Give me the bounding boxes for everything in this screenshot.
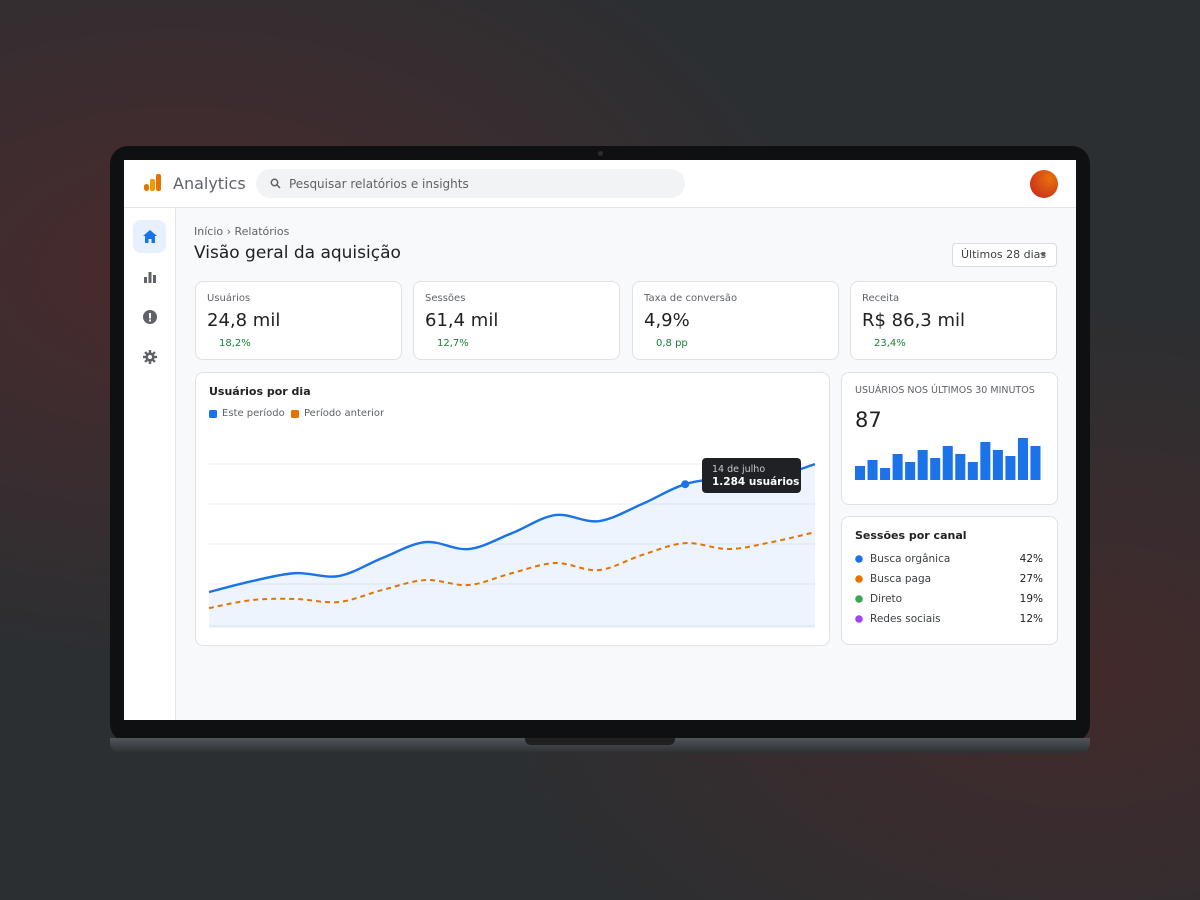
kpi-change: 0,8 pp bbox=[656, 338, 688, 349]
kpi-change: 23,4% bbox=[874, 338, 906, 349]
nav-alerts[interactable] bbox=[143, 310, 157, 324]
kpi-change: 12,7% bbox=[437, 338, 469, 349]
bar bbox=[905, 462, 916, 480]
dropdown-arrow bbox=[1040, 253, 1046, 257]
channel-share: 19% bbox=[1019, 593, 1043, 605]
bar bbox=[967, 462, 978, 480]
kpi-value: R$ 86,3 mil bbox=[862, 310, 966, 331]
nav-reports[interactable] bbox=[144, 271, 156, 283]
kpi-value: 61,4 mil bbox=[425, 310, 499, 331]
nav-settings[interactable] bbox=[143, 350, 157, 364]
kpi-card bbox=[632, 281, 839, 360]
bar bbox=[917, 450, 928, 480]
channel-name: Direto bbox=[870, 593, 903, 605]
channel-share: 42% bbox=[1019, 553, 1043, 565]
channel-share: 12% bbox=[1019, 613, 1043, 625]
channel-dot bbox=[855, 595, 863, 603]
channel-name: Redes sociais bbox=[870, 613, 941, 625]
channels-title: Sessões por canal bbox=[855, 529, 967, 542]
legend-label: Este período bbox=[222, 408, 285, 419]
tooltip-date: 14 de julho bbox=[712, 464, 765, 475]
bar bbox=[880, 468, 891, 480]
kpi-label: Usuários bbox=[207, 293, 251, 304]
tooltip-point bbox=[681, 480, 690, 489]
bar bbox=[892, 454, 903, 480]
bar bbox=[855, 466, 866, 480]
kpi-value: 4,9% bbox=[644, 310, 690, 331]
tooltip-value: 1.284 usuários bbox=[712, 476, 799, 488]
bar bbox=[992, 450, 1003, 480]
app-name: Analytics bbox=[173, 174, 246, 193]
avatar[interactable] bbox=[1030, 170, 1058, 198]
bar bbox=[955, 454, 966, 480]
kpi-card bbox=[413, 281, 620, 360]
channel-dot bbox=[855, 615, 863, 623]
logo bbox=[144, 174, 161, 191]
users-chart-card bbox=[195, 372, 830, 646]
legend-swatch bbox=[291, 410, 299, 418]
nav-home[interactable] bbox=[143, 230, 157, 243]
kpi-card bbox=[195, 281, 402, 360]
kpi-label: Receita bbox=[862, 293, 900, 304]
kpi-label: Sessões bbox=[425, 293, 466, 304]
laptop-notch bbox=[525, 738, 675, 745]
bar bbox=[930, 458, 941, 480]
channel-dot bbox=[855, 575, 863, 583]
date-range: Últimos 28 dias bbox=[961, 248, 1047, 261]
bar bbox=[1005, 456, 1016, 480]
search-placeholder: Pesquisar relatórios e insights bbox=[289, 177, 469, 191]
line bbox=[208, 531, 816, 610]
kpi-label: Taxa de conversão bbox=[644, 293, 738, 304]
channel-share: 27% bbox=[1019, 573, 1043, 585]
area bbox=[209, 464, 815, 628]
channel-name: Busca paga bbox=[870, 573, 932, 585]
legend-label: Período anterior bbox=[304, 408, 385, 419]
realtime-title: USUÁRIOS NOS ÚLTIMOS 30 MINUTOS bbox=[855, 385, 1035, 396]
sidebar bbox=[124, 208, 176, 720]
channel-name: Busca orgânica bbox=[870, 553, 951, 565]
users-chart-title: Usuários por dia bbox=[209, 385, 311, 398]
channel-dot bbox=[855, 555, 863, 563]
date-range-button[interactable] bbox=[952, 243, 1057, 267]
bar bbox=[942, 446, 953, 480]
bar bbox=[867, 460, 878, 480]
page-title: Visão geral da aquisição bbox=[194, 243, 401, 263]
search-icon bbox=[270, 178, 281, 189]
bar bbox=[1030, 446, 1041, 480]
legend-swatch bbox=[209, 410, 217, 418]
bar bbox=[1017, 438, 1028, 480]
realtime-total: 87 bbox=[855, 408, 882, 432]
channels-card bbox=[841, 516, 1058, 645]
kpi-card bbox=[850, 281, 1057, 360]
search-box[interactable] bbox=[256, 169, 685, 198]
tooltip bbox=[702, 458, 801, 493]
kpi-change: 18,2% bbox=[219, 338, 251, 349]
laptop-base bbox=[110, 738, 1090, 753]
bar bbox=[980, 442, 991, 480]
kpi-value: 24,8 mil bbox=[207, 310, 281, 331]
breadcrumb: Início › Relatórios bbox=[194, 225, 290, 238]
camera bbox=[598, 151, 603, 156]
